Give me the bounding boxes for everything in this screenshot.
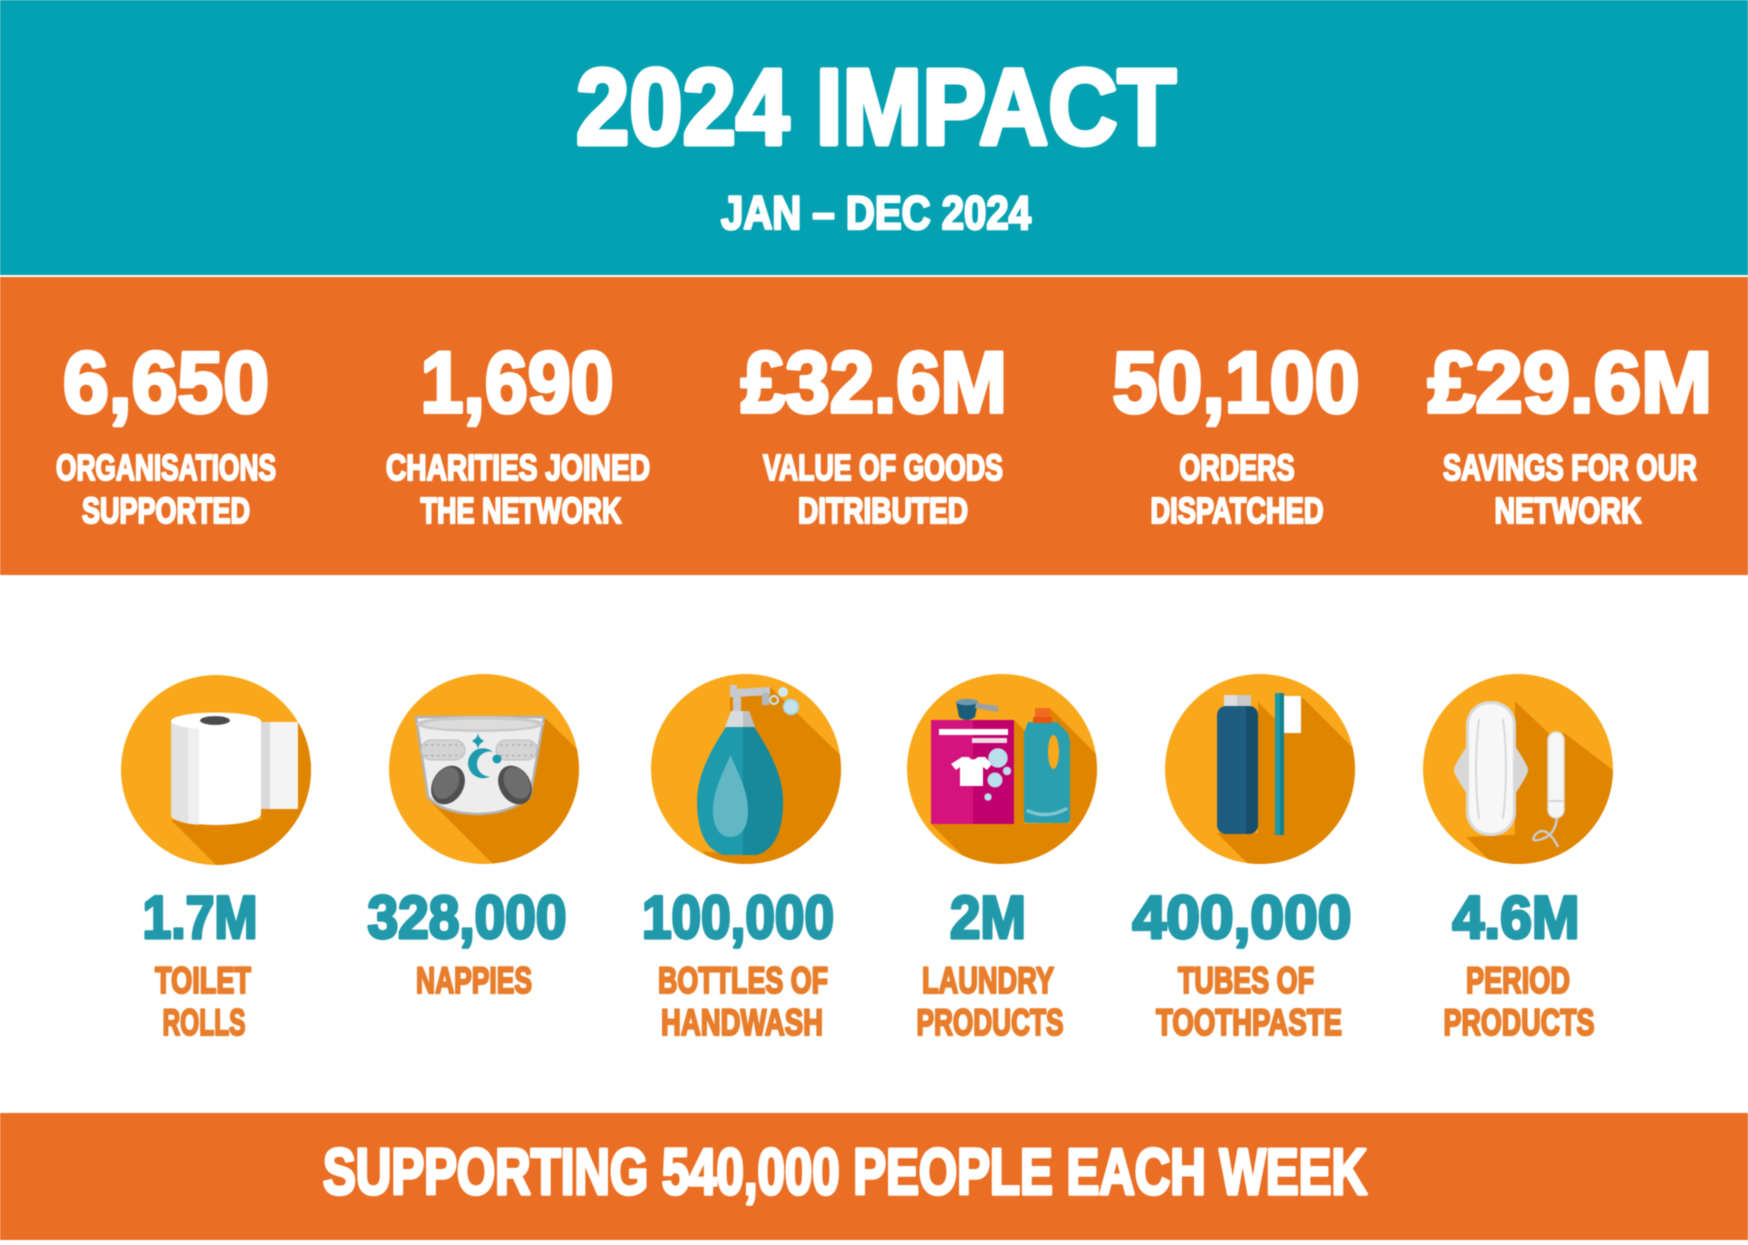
svg-text:6,650: 6,650 [63,335,269,431]
svg-text:400,000: 400,000 [1133,884,1352,951]
svg-text:ORDERS: ORDERS [1180,447,1295,488]
svg-text:DITRIBUTED: DITRIBUTED [798,490,968,531]
svg-text:TOOTHPASTE: TOOTHPASTE [1156,1002,1342,1043]
svg-text:TUBES OF: TUBES OF [1178,960,1314,1001]
svg-text:100,000: 100,000 [642,884,834,951]
svg-text:£29.6M: £29.6M [1428,335,1712,431]
svg-text:PRODUCTS: PRODUCTS [1444,1002,1595,1043]
svg-text:SUPPORTING 540,000 PEOPLE EACH: SUPPORTING 540,000 PEOPLE EACH WEEK [323,1135,1367,1208]
svg-text:1.7M: 1.7M [143,884,258,951]
svg-text:50,100: 50,100 [1113,335,1360,431]
svg-text:JAN – DEC 2024: JAN – DEC 2024 [721,186,1031,239]
svg-text:SAVINGS FOR OUR: SAVINGS FOR OUR [1443,447,1697,488]
svg-text:SUPPORTED: SUPPORTED [82,490,250,531]
svg-text:BOTTLES OF: BOTTLES OF [658,960,828,1001]
svg-text:NETWORK: NETWORK [1495,490,1642,531]
svg-text:LAUNDRY: LAUNDRY [922,960,1054,1001]
svg-text:PERIOD: PERIOD [1466,960,1570,1001]
svg-text:2M: 2M [950,884,1026,951]
svg-text:£32.6M: £32.6M [741,335,1007,431]
svg-text:1,690: 1,690 [421,335,614,431]
svg-text:2024 IMPACT: 2024 IMPACT [576,46,1176,167]
svg-text:DISPATCHED: DISPATCHED [1151,490,1324,531]
svg-text:THE NETWORK: THE NETWORK [421,490,622,531]
svg-text:ORGANISATIONS: ORGANISATIONS [56,447,276,488]
svg-text:TOILET: TOILET [155,960,251,1001]
svg-text:HANDWASH: HANDWASH [661,1002,823,1043]
svg-text:NAPPIES: NAPPIES [416,960,532,1001]
svg-text:4.6M: 4.6M [1453,884,1580,951]
svg-text:328,000: 328,000 [368,884,567,951]
svg-text:VALUE OF GOODS: VALUE OF GOODS [763,447,1003,488]
svg-text:ROLLS: ROLLS [163,1002,246,1043]
svg-text:PRODUCTS: PRODUCTS [917,1002,1064,1043]
svg-text:CHARITIES JOINED: CHARITIES JOINED [386,447,650,488]
